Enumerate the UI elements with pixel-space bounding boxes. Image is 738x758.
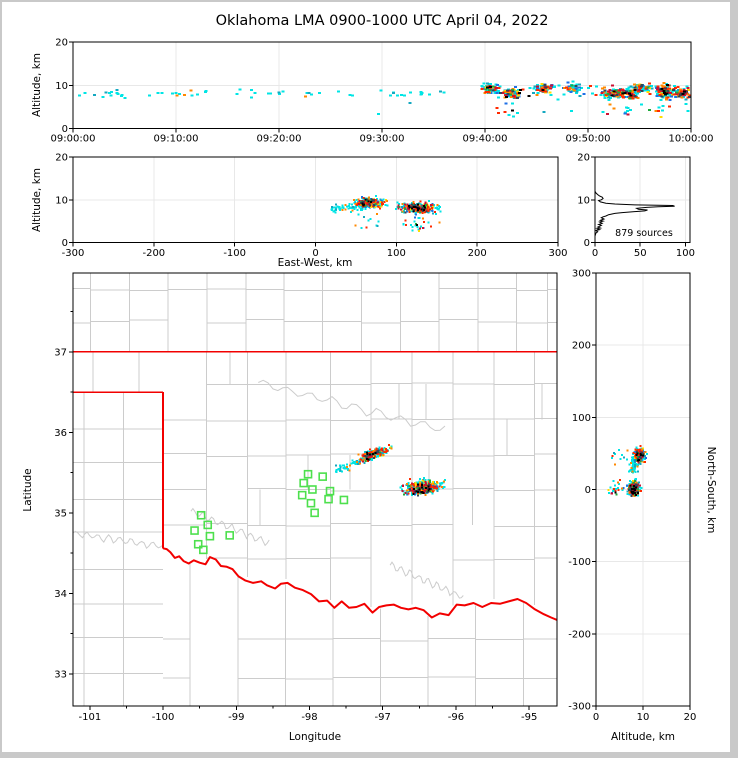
station-marker — [324, 494, 333, 504]
tick-label: 20 — [55, 153, 68, 164]
tick-label: -96 — [448, 712, 464, 723]
time_height-xticks: 09:00:00 09:10:00 09:20:00 09:30:00 09:40:00… — [51, 128, 714, 145]
panels-root: 09:00:00 09:10:00 09:20:00 09:30:00 09:40:00… — [51, 38, 714, 724]
ew_height-xticks: -300 -200 -100 0 100 200 300 — [62, 242, 568, 259]
station-marker — [318, 472, 327, 481]
station-marker — [325, 486, 335, 496]
tick-label: 10 — [55, 195, 68, 206]
tick-label: 09:50:00 — [566, 134, 611, 145]
tick-label: 34 — [54, 589, 67, 600]
tick-label: 300 — [572, 269, 591, 280]
station-marker — [193, 539, 203, 549]
figure-title: Oklahoma LMA 0900-1000 UTC April 04, 202… — [215, 13, 549, 29]
lma-stations — [190, 469, 349, 555]
tick-label: 37 — [54, 347, 67, 358]
station-marker — [299, 478, 308, 488]
tick-label: 0 — [585, 485, 591, 496]
tick-label: -100 — [568, 557, 591, 568]
station-marker — [203, 520, 213, 530]
station-marker — [339, 495, 349, 505]
tick-label: 0 — [584, 238, 590, 249]
tick-label: -100 — [152, 712, 175, 723]
altitude_histogram-xticks: 0 50 100 — [592, 242, 695, 259]
tick-label: 20 — [55, 38, 68, 49]
tick-label: -200 — [568, 629, 591, 640]
map-xlabel: Longitude — [289, 731, 341, 743]
ns_height-grid — [596, 273, 690, 706]
plan_map-xticks: -101 -100 -99 -98 -97 -96 -95 — [78, 706, 537, 723]
tick-label: -97 — [375, 712, 391, 723]
tick-label: 100 — [572, 413, 591, 424]
altitude_histogram-yticks: 0 10 20 — [577, 153, 595, 249]
tick-label: 0 — [312, 248, 318, 259]
tick-label: 0 — [592, 248, 598, 259]
tick-label: 20 — [577, 153, 590, 164]
tick-label: -300 — [568, 702, 591, 713]
ns-height-xlabel: Altitude, km — [611, 731, 675, 743]
time-height-sources — [77, 80, 691, 118]
tick-label: 33 — [54, 669, 67, 680]
station-marker — [310, 508, 319, 518]
ns_height-yticks: -300 -200 -100 0 100 200 300 — [568, 269, 596, 713]
altitude-histogram-line — [595, 157, 675, 243]
altitude_histogram-grid — [595, 157, 690, 243]
station-marker — [225, 531, 234, 540]
tick-label: 09:20:00 — [257, 134, 302, 145]
tick-label: 35 — [54, 508, 67, 519]
time-height-ylabel: Altitude, km — [31, 53, 43, 117]
ew_height-yticks: 0 10 20 — [55, 153, 73, 249]
map-sources — [334, 444, 446, 497]
ew-height-xlabel: East-West, km — [278, 257, 353, 269]
ew-height-ylabel: Altitude, km — [31, 168, 43, 232]
time_height-yticks: 0 10 20 — [55, 38, 73, 135]
tick-label: 10 — [577, 195, 590, 206]
tick-label: -100 — [223, 248, 246, 259]
ew_height-grid — [73, 157, 558, 243]
tick-label: 20 — [684, 712, 697, 723]
tick-label: 100 — [387, 248, 406, 259]
state-border — [73, 351, 557, 621]
tick-label: 300 — [548, 248, 567, 259]
tick-label: 0 — [593, 712, 599, 723]
station-marker — [306, 498, 316, 508]
station-marker — [205, 531, 215, 541]
map-ylabel: Latitude — [22, 468, 34, 511]
tick-label: 10 — [55, 81, 68, 92]
tick-label: -99 — [228, 712, 244, 723]
plan_map-yticks: 33 34 35 36 37 — [54, 311, 73, 680]
ns_height-xticks: 0 10 20 — [593, 706, 697, 723]
station-marker — [190, 526, 199, 535]
tick-label: -200 — [142, 248, 165, 259]
station-marker — [308, 485, 317, 494]
county-lines — [73, 273, 557, 706]
tick-label: 36 — [54, 428, 67, 439]
tick-label: 100 — [676, 248, 695, 259]
tick-label: -101 — [78, 712, 101, 723]
ns-height-sources — [607, 445, 649, 498]
station-marker — [199, 545, 208, 555]
ew-height-sources — [330, 194, 442, 233]
tick-label: 0 — [62, 124, 68, 135]
tick-label: 200 — [572, 341, 591, 352]
tick-label: -98 — [301, 712, 317, 723]
tick-label: 200 — [468, 248, 487, 259]
tick-label: 10 — [637, 712, 650, 723]
tick-label: 09:40:00 — [463, 134, 508, 145]
ns-height-y2label: North-South, km — [705, 447, 717, 534]
tick-label: -300 — [62, 248, 85, 259]
tick-label: 0 — [62, 238, 68, 249]
plan_map-frame — [72, 272, 558, 707]
station-marker — [297, 490, 307, 500]
time_height-grid — [73, 42, 691, 129]
source-count-annotation: 879 sources — [615, 228, 673, 239]
tick-label: -95 — [521, 712, 537, 723]
tick-label: 09:30:00 — [360, 134, 405, 145]
tick-label: 10:00:00 — [669, 134, 714, 145]
station-marker — [303, 469, 313, 479]
station-marker — [196, 510, 206, 520]
tick-label: 50 — [634, 248, 647, 259]
tick-label: 09:00:00 — [51, 134, 96, 145]
tick-label: 09:10:00 — [154, 134, 199, 145]
